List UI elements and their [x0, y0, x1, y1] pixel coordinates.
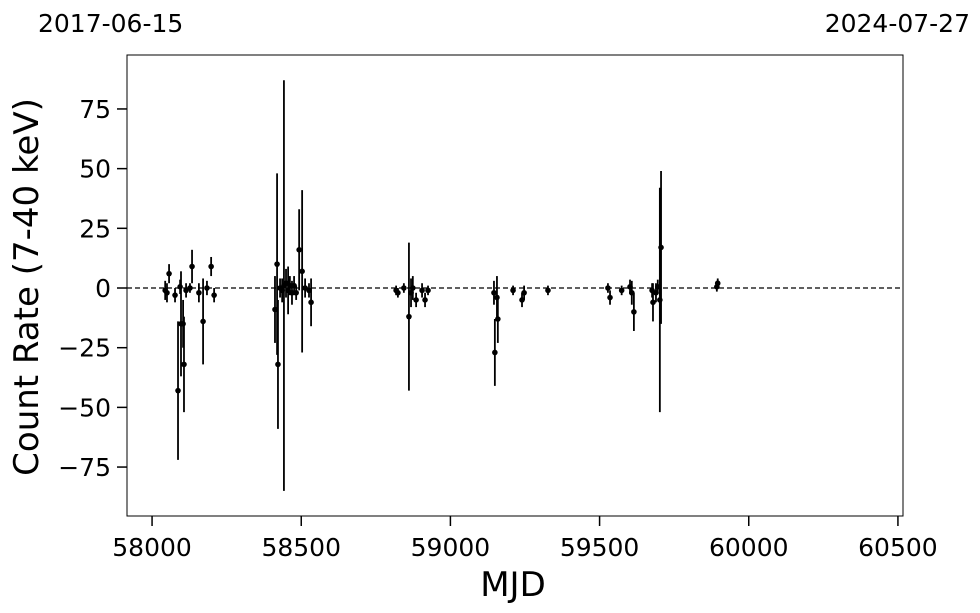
y-tick-label: −50: [58, 393, 111, 422]
data-point: [189, 263, 195, 270]
x-tick-label: 60000: [709, 533, 789, 562]
data-point: [419, 287, 425, 294]
x-tick-label: 58500: [261, 533, 341, 562]
x-tick-label: 58000: [112, 533, 192, 562]
x-tick-label: 60500: [858, 533, 938, 562]
data-point: [196, 289, 202, 296]
data-point: [164, 289, 170, 296]
data-point: [275, 361, 281, 368]
data-point: [211, 292, 217, 298]
plot-frame: [126, 54, 904, 517]
data-point: [274, 261, 280, 267]
data-point: [172, 292, 178, 298]
x-axis-label: MJD: [480, 565, 546, 605]
data-point: [545, 287, 551, 294]
data-point: [166, 270, 172, 277]
x-tick-label: 59000: [411, 533, 491, 562]
data-point: [401, 285, 407, 291]
data-point: [395, 289, 401, 296]
data-point: [413, 297, 419, 303]
data-point: [714, 280, 721, 287]
data-point: [204, 285, 210, 291]
data-point: [650, 299, 656, 306]
data-point: [425, 287, 431, 294]
data-point: [200, 318, 206, 325]
data-point: [658, 244, 664, 251]
y-tick-label: −75: [58, 453, 111, 482]
data-point: [491, 289, 497, 296]
data-point: [495, 316, 501, 322]
data-point: [410, 285, 416, 291]
data-point: [521, 289, 527, 296]
end-date: 2024-07-27: [825, 9, 970, 38]
data-point: [181, 361, 187, 368]
data-point: [631, 309, 637, 315]
y-tick-label: 50: [79, 155, 111, 184]
data-point: [308, 299, 314, 306]
data-point: [299, 268, 305, 275]
y-tick-label: 0: [95, 274, 111, 303]
data-point: [510, 287, 516, 294]
data-point: [296, 247, 302, 253]
x-tick-label: 59500: [560, 533, 640, 562]
y-tick-label: −25: [58, 334, 111, 363]
data-point: [406, 313, 412, 320]
data-point: [293, 289, 299, 296]
y-tick-label: 25: [79, 214, 111, 243]
data-point: [208, 263, 214, 270]
data-point: [175, 387, 181, 394]
data-point: [492, 349, 498, 356]
data-point: [605, 285, 611, 291]
data-point: [422, 297, 428, 303]
start-date: 2017-06-15: [38, 9, 183, 38]
data-point: [187, 285, 193, 291]
data-point: [607, 294, 613, 301]
y-axis-label: Count Rate (7-40 keV): [7, 98, 47, 476]
y-tick-label: 75: [79, 95, 111, 124]
data-point: [618, 287, 625, 294]
